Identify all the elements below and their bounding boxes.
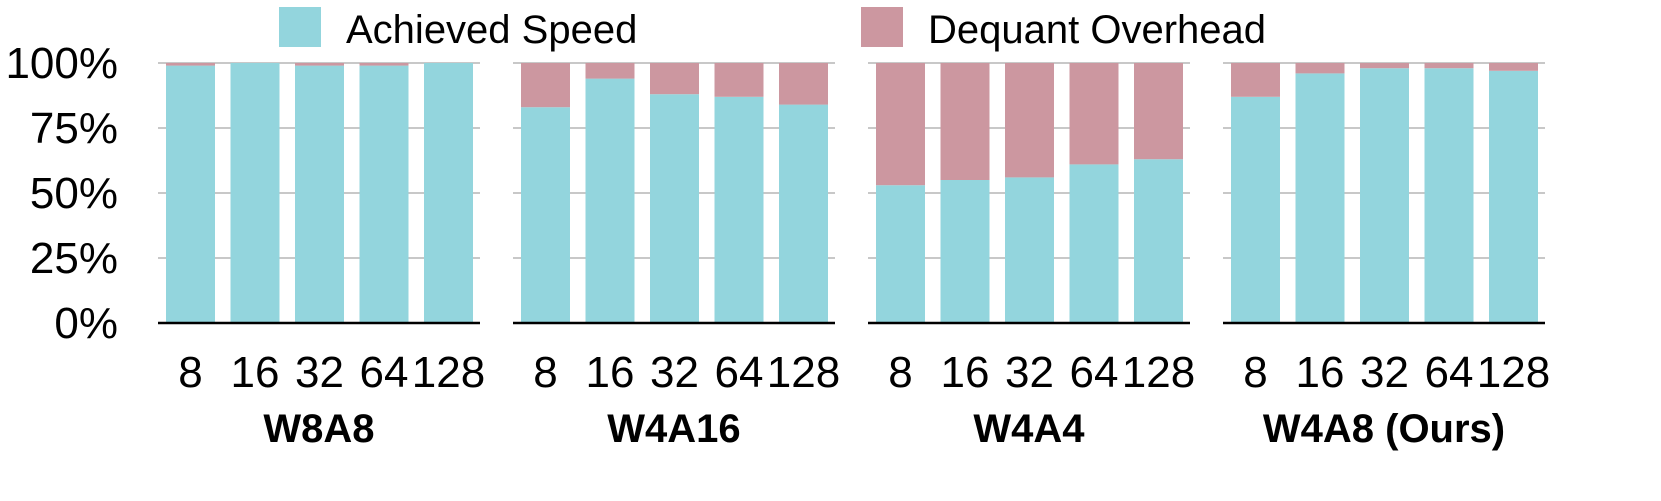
legend-item-1: Dequant Overhead: [861, 7, 1266, 52]
bar-achieved-speed: [1231, 96, 1280, 323]
y-axis: 0% 25% 50% 75% 100%: [5, 39, 118, 348]
bar-achieved-speed: [876, 185, 925, 323]
bar-achieved-speed: [295, 65, 344, 323]
bar-achieved-speed: [1489, 70, 1538, 323]
bar-achieved-speed: [1424, 68, 1474, 323]
panel-0: 8 16 32 64 128 W8A8: [158, 62, 485, 451]
bar-achieved-speed: [1134, 159, 1183, 323]
x-tick-label: 64: [360, 348, 409, 397]
bar-achieved-speed: [359, 65, 409, 323]
x-tick-label: 128: [767, 348, 840, 397]
bar-dequant-overhead: [650, 63, 699, 95]
legend-item-0: Achieved Speed: [279, 7, 637, 52]
x-tick-label: 16: [231, 348, 280, 397]
panel-2: 8 16 32 64 128 W4A4: [868, 62, 1195, 451]
x-tick-label: 64: [1070, 348, 1119, 397]
bar-achieved-speed: [1069, 164, 1119, 323]
bar-dequant-overhead: [585, 63, 635, 79]
bar-dequant-overhead: [876, 63, 925, 186]
x-tick-label: 8: [888, 348, 912, 397]
y-tick-label: 25%: [30, 234, 118, 283]
bar-achieved-speed: [714, 96, 764, 323]
x-tick-label: 64: [1425, 348, 1474, 397]
x-tick-label: 32: [1005, 348, 1054, 397]
bar-dequant-overhead: [1005, 63, 1054, 178]
y-tick-label: 0%: [54, 299, 118, 348]
x-tick-label: 16: [586, 348, 635, 397]
panel-title: W4A4: [973, 407, 1085, 451]
bar-achieved-speed: [166, 65, 215, 323]
y-tick-label: 50%: [30, 169, 118, 218]
panel-title: W8A8: [263, 407, 374, 451]
x-tick-label: 8: [1243, 348, 1267, 397]
bar-achieved-speed: [1005, 177, 1054, 323]
bar-achieved-speed: [424, 63, 473, 323]
panel-title: W4A16: [607, 407, 740, 451]
bar-achieved-speed: [1295, 73, 1345, 324]
bar-dequant-overhead: [1489, 63, 1538, 71]
bar-dequant-overhead: [1134, 63, 1183, 160]
bar-dequant-overhead: [1360, 63, 1409, 69]
panel-1: 8 16 32 64 128 W4A16: [513, 62, 840, 451]
legend-swatch: [279, 7, 321, 47]
x-tick-label: 128: [1122, 348, 1195, 397]
x-tick-label: 8: [178, 348, 202, 397]
bar-dequant-overhead: [166, 63, 215, 66]
bar-dequant-overhead: [1424, 63, 1474, 69]
legend-label: Dequant Overhead: [928, 8, 1266, 52]
y-tick-label: 75%: [30, 104, 118, 153]
bar-dequant-overhead: [295, 63, 344, 66]
legend: Achieved Speed Dequant Overhead: [279, 7, 1266, 52]
bar-achieved-speed: [585, 78, 635, 323]
panel-3: 8 16 32 64 128 W4A8 (Ours): [1223, 62, 1550, 451]
bar-achieved-speed: [521, 107, 570, 323]
bar-dequant-overhead: [1069, 63, 1119, 165]
bar-dequant-overhead: [521, 63, 570, 108]
bar-achieved-speed: [779, 104, 828, 323]
bar-achieved-speed: [230, 63, 280, 323]
bar-dequant-overhead: [1231, 63, 1280, 97]
x-tick-label: 64: [715, 348, 764, 397]
bar-dequant-overhead: [714, 63, 764, 97]
y-tick-label: 100%: [5, 39, 118, 88]
legend-label: Achieved Speed: [346, 8, 637, 52]
bar-dequant-overhead: [1295, 63, 1345, 74]
x-tick-label: 16: [1296, 348, 1345, 397]
bar-dequant-overhead: [940, 63, 990, 180]
panel-title: W4A8 (Ours): [1263, 407, 1505, 451]
x-tick-label: 32: [295, 348, 344, 397]
bar-dequant-overhead: [779, 63, 828, 105]
legend-swatch: [861, 7, 903, 47]
x-tick-label: 32: [1360, 348, 1409, 397]
bar-achieved-speed: [650, 94, 699, 323]
bar-achieved-speed: [940, 180, 990, 323]
bar-achieved-speed: [1360, 68, 1409, 323]
x-tick-label: 128: [1477, 348, 1550, 397]
x-tick-label: 8: [533, 348, 557, 397]
x-tick-label: 16: [941, 348, 990, 397]
bar-dequant-overhead: [359, 63, 409, 66]
x-tick-label: 32: [650, 348, 699, 397]
x-tick-label: 128: [412, 348, 485, 397]
